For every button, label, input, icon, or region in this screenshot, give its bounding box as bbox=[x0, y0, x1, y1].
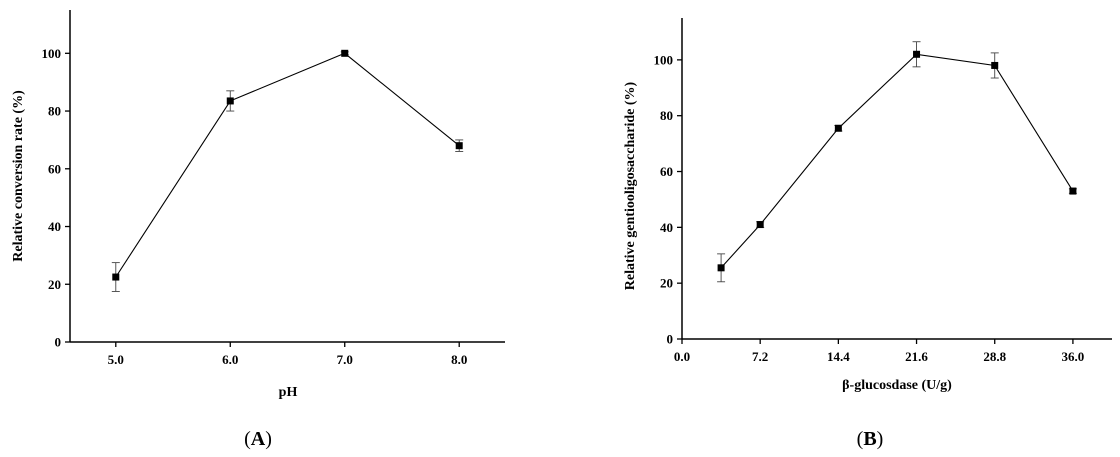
chart-b-x-tick-label: 21.6 bbox=[905, 349, 928, 364]
chart-a-y-tick-label: 80 bbox=[48, 104, 61, 119]
chart-b-panel-label: (B) bbox=[857, 428, 884, 450]
chart-b-data-point bbox=[717, 264, 725, 272]
chart-b-x-tick-label: 0.0 bbox=[674, 349, 690, 364]
chart-a-y-tick-label: 100 bbox=[42, 46, 62, 61]
chart-a-data-point bbox=[341, 49, 349, 57]
chart-a-x-axis-label: pH bbox=[279, 385, 298, 400]
chart-b-y-tick-label: 0 bbox=[667, 332, 674, 347]
chart-a-y-tick-label: 40 bbox=[48, 219, 61, 234]
chart-a-series-line bbox=[115, 52, 460, 278]
chart-b-x-tick-label: 7.2 bbox=[752, 349, 768, 364]
chart-b-y-tick-label: 80 bbox=[660, 108, 673, 123]
chart-b-series-line bbox=[720, 53, 1074, 269]
chart-b-data-point bbox=[913, 50, 921, 58]
chart-b-y-tick-label: 100 bbox=[654, 52, 674, 67]
chart-a-panel-label: (A) bbox=[244, 428, 272, 450]
chart-b: Relative gentiooligosaccharide (%) β-glu… bbox=[623, 18, 1112, 450]
chart-a-y-tick-label: 20 bbox=[48, 277, 61, 292]
chart-a-y-axis-label: Relative conversion rate (%) bbox=[11, 90, 26, 262]
chart-b-y-tick-label: 20 bbox=[660, 276, 673, 291]
chart-a-x-tick-label: 8.0 bbox=[451, 352, 467, 367]
chart-a-x-tick-label: 5.0 bbox=[108, 352, 124, 367]
chart-b-data-point bbox=[756, 221, 764, 229]
chart-a-x-tick-label: 6.0 bbox=[222, 352, 238, 367]
chart-b-y-axis-label: Relative gentiooligosaccharide (%) bbox=[623, 81, 638, 290]
chart-b-data-point bbox=[991, 61, 999, 69]
chart-a-y-tick-label: 60 bbox=[48, 161, 61, 176]
chart-b-x-tick-label: 36.0 bbox=[1062, 349, 1085, 364]
chart-b-panel-letter: B bbox=[863, 428, 876, 450]
chart-a-data-point bbox=[112, 273, 120, 281]
chart-a-panel-letter: A bbox=[251, 428, 266, 450]
chart-b-y-tick-label: 40 bbox=[660, 220, 673, 235]
chart-b-y-tick-label: 60 bbox=[660, 164, 673, 179]
chart-b-data-point bbox=[834, 124, 842, 132]
chart-b-x-tick-label: 28.8 bbox=[983, 349, 1006, 364]
chart-a-data-point bbox=[455, 142, 463, 150]
chart-a: Relative conversion rate (%) pH 0 20 40 60 8… bbox=[11, 10, 505, 450]
chart-b-x-tick-label: 14.4 bbox=[827, 349, 850, 364]
chart-b-data-point bbox=[1069, 187, 1077, 195]
chart-a-data-point bbox=[226, 97, 234, 105]
chart-b-x-axis-label: β-glucosdase (U/g) bbox=[842, 378, 952, 393]
chart-a-x-tick-label: 7.0 bbox=[337, 352, 353, 367]
chart-a-y-tick-label: 0 bbox=[55, 335, 62, 350]
